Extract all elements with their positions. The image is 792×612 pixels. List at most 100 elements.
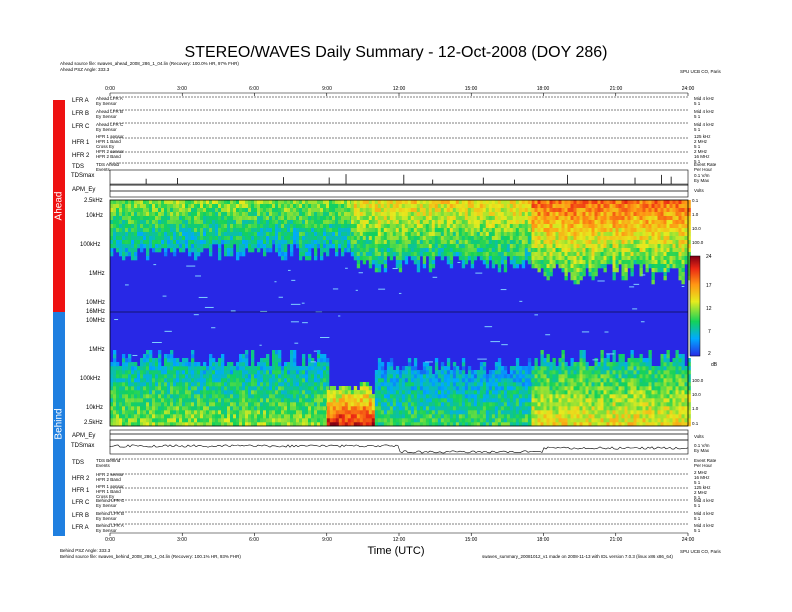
ahead-spectrum-cell bbox=[134, 220, 138, 225]
ahead-spectrum-cell bbox=[512, 224, 517, 229]
behind-spectrum-cell bbox=[380, 410, 385, 415]
ahead-spectrum-cell bbox=[299, 236, 303, 241]
ahead-spectrum-cell bbox=[594, 260, 598, 265]
ahead-spectrum-cell bbox=[657, 212, 661, 217]
ahead-spectrum-cell bbox=[257, 204, 261, 209]
ahead-spectrum-cell bbox=[419, 220, 424, 225]
ahead-spectrum-cell bbox=[663, 220, 667, 225]
ahead-spectrum-cell bbox=[636, 236, 640, 241]
behind-spectrum-cell bbox=[332, 406, 337, 411]
ahead-spectrum-cell bbox=[230, 240, 234, 245]
ahead-spectrum-cell bbox=[281, 224, 285, 229]
ahead-spectrum-cell bbox=[488, 200, 493, 205]
behind-spectrum-cell bbox=[170, 422, 174, 427]
ahead-spectrum-cell bbox=[377, 216, 382, 221]
ahead-spectrum-cell bbox=[209, 216, 213, 221]
ahead-spectrum-cell bbox=[368, 248, 373, 253]
ahead-spectrum-cell bbox=[518, 236, 523, 241]
behind-spectrum-cell bbox=[155, 374, 159, 379]
behind-spectrum-cell bbox=[344, 406, 349, 411]
ahead-spectrum-cell bbox=[639, 244, 643, 249]
behind-spectrum-cell bbox=[431, 374, 436, 379]
ahead-spectrum-cell bbox=[167, 232, 171, 237]
ahead-spectrum-cell bbox=[633, 260, 637, 265]
ahead-spectrum-cell bbox=[383, 260, 388, 265]
ahead-spectrum-cell bbox=[206, 240, 210, 245]
behind-spectrum-cell bbox=[143, 414, 147, 419]
behind-spectrum-cell bbox=[158, 402, 162, 407]
ahead-spectrum-cell bbox=[263, 212, 267, 217]
behind-spectrum-cell bbox=[176, 402, 180, 407]
ahead-spectrum-cell bbox=[573, 256, 577, 261]
behind-spectrum-cell bbox=[434, 422, 439, 427]
ahead-spectrum-cell bbox=[485, 208, 490, 213]
ahead-spectrum-cell bbox=[564, 272, 568, 277]
ahead-spectrum-cell bbox=[314, 244, 318, 249]
ahead-spectrum-cell bbox=[615, 200, 619, 205]
ahead-spectrum-cell bbox=[506, 240, 511, 245]
behind-spectrum-cell bbox=[308, 390, 312, 395]
behind-spectrum-cell bbox=[170, 390, 174, 395]
ahead-spectrum-cell bbox=[362, 208, 367, 213]
ahead-spectrum-cell bbox=[398, 240, 403, 245]
ahead-spectrum-cell bbox=[326, 212, 330, 217]
behind-spectrum-cell bbox=[377, 410, 382, 415]
ahead-spectrum-cell bbox=[624, 264, 628, 269]
ahead-spectrum-cell bbox=[185, 232, 189, 237]
behind-spectrum-cell bbox=[128, 386, 132, 391]
ahead-spectrum-cell bbox=[365, 220, 370, 225]
behind-spectrum-cell bbox=[248, 422, 252, 427]
ahead-spectrum-cell bbox=[518, 224, 523, 229]
ahead-spectrum-cell bbox=[131, 224, 135, 229]
behind-spectrum-cell bbox=[218, 422, 222, 427]
behind-spectrum-cell bbox=[335, 414, 340, 419]
ahead-spectrum-cell bbox=[464, 236, 469, 241]
ahead-spectrum-cell bbox=[524, 208, 529, 213]
ahead-spectrum-cell bbox=[374, 220, 379, 225]
ahead-spectrum-cell bbox=[317, 216, 321, 221]
behind-spectrum-cell bbox=[368, 386, 373, 391]
ahead-spectrum-cell bbox=[440, 224, 445, 229]
ahead-spectrum-cell bbox=[546, 252, 550, 257]
behind-spectrum-cell bbox=[221, 366, 225, 371]
ahead-spectrum-cell bbox=[299, 228, 303, 233]
ahead-spectrum-cell bbox=[161, 212, 165, 217]
ahead-spectrum-cell bbox=[392, 208, 397, 213]
ahead-spectrum-cell bbox=[311, 244, 315, 249]
ahead-spectrum-cell bbox=[377, 228, 382, 233]
ahead-spectrum-cell bbox=[233, 228, 237, 233]
behind-spectrum-cell bbox=[422, 390, 427, 395]
ahead-spectrum-cell bbox=[221, 204, 225, 209]
ahead-spectrum-cell bbox=[413, 228, 418, 233]
behind-spectrum-cell bbox=[281, 378, 285, 383]
ahead-spectrum-cell bbox=[687, 240, 691, 245]
behind-spectrum-cell bbox=[185, 386, 189, 391]
behind-spectrum-cell bbox=[335, 402, 340, 407]
ahead-spectrum-cell bbox=[296, 208, 300, 213]
behind-spectrum-cell bbox=[443, 370, 448, 375]
ahead-spectrum-cell bbox=[597, 224, 601, 229]
ahead-spectrum-cell bbox=[179, 244, 183, 249]
ahead-spectrum-cell bbox=[257, 212, 261, 217]
ahead-spectrum-cell bbox=[531, 252, 535, 257]
ahead-spectrum-cell bbox=[350, 220, 355, 225]
ahead-spectrum-cell bbox=[428, 240, 433, 245]
ahead-spectrum-cell bbox=[518, 248, 523, 253]
ahead-spectrum-cell bbox=[170, 200, 174, 205]
behind-spectrum-cell bbox=[236, 406, 240, 411]
row-sub: Ey Sensor bbox=[96, 127, 117, 132]
ahead-spectrum-cell bbox=[645, 224, 649, 229]
ahead-spectrum-cell bbox=[458, 256, 463, 261]
ahead-spectrum-cell bbox=[537, 260, 541, 265]
behind-spectrum-cell bbox=[257, 402, 261, 407]
behind-spectrum-cell bbox=[311, 378, 315, 383]
behind-spectrum-cell bbox=[191, 402, 195, 407]
behind-spectrum-cell bbox=[311, 382, 315, 387]
behind-spectrum-cell bbox=[323, 382, 327, 387]
behind-spectrum-cell bbox=[176, 370, 180, 375]
ahead-spectrum-cell bbox=[125, 208, 129, 213]
ahead-spectrum-cell bbox=[239, 204, 243, 209]
behind-spectrum-cell bbox=[392, 382, 397, 387]
behind-spectrum-cell bbox=[449, 390, 454, 395]
behind-spectrum-cell bbox=[377, 398, 382, 403]
